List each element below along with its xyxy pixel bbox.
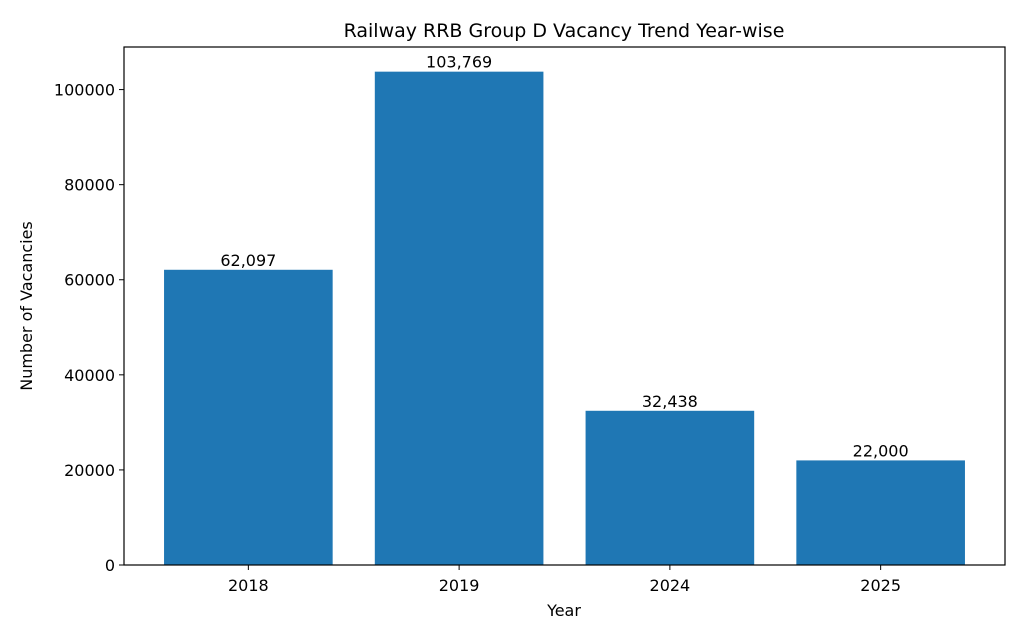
- bar-2018: [164, 269, 333, 565]
- y-tick-label: 0: [105, 556, 115, 575]
- y-tick-label: 40000: [64, 366, 115, 385]
- data-label-2025: 22,000: [853, 441, 909, 460]
- data-label-2018: 62,097: [220, 251, 276, 270]
- bar-2019: [374, 71, 544, 566]
- data-label-2024: 32,438: [642, 392, 698, 411]
- y-axis-label: Number of Vacancies: [17, 221, 36, 391]
- x-tick-label-2025: 2025: [860, 576, 901, 595]
- data-label-2019: 103,769: [426, 53, 492, 72]
- y-tick-label: 100000: [54, 81, 115, 100]
- x-tick-label-2018: 2018: [228, 576, 269, 595]
- x-axis-label: Year: [546, 601, 581, 620]
- x-tick-label-2024: 2024: [650, 576, 691, 595]
- x-tick-label-2019: 2019: [439, 576, 480, 595]
- plot-frame: [123, 46, 1006, 566]
- bar-2024: [585, 410, 755, 565]
- bar-2025: [796, 460, 965, 565]
- y-tick-label: 60000: [64, 271, 115, 290]
- chart-title: Railway RRB Group D Vacancy Trend Year-w…: [344, 20, 785, 42]
- y-tick-label: 20000: [64, 461, 115, 480]
- y-tick-label: 80000: [64, 176, 115, 195]
